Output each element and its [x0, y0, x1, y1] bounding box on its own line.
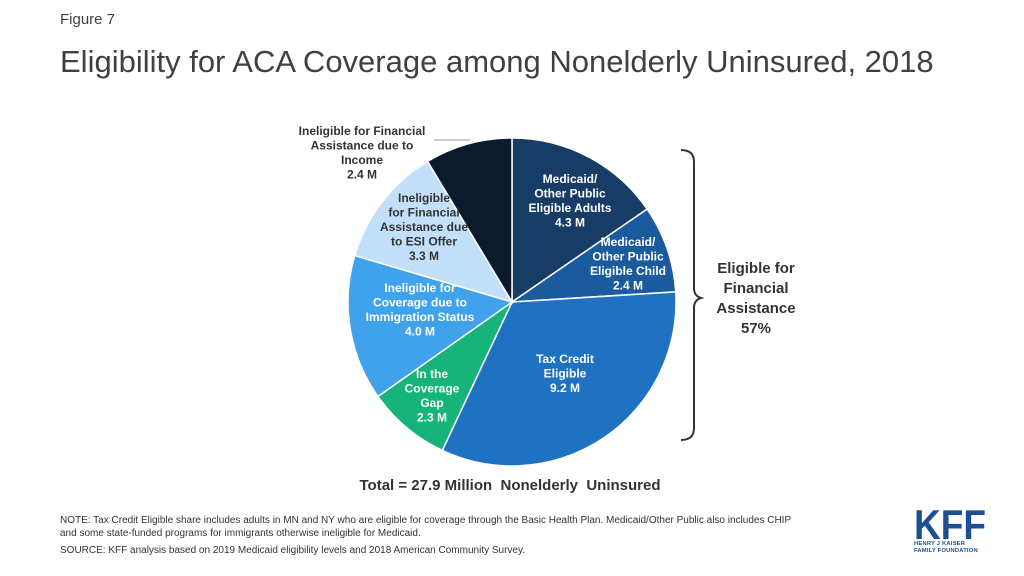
- pie-slice-1: [511, 137, 649, 304]
- logo-wordmark: KFF: [914, 507, 986, 541]
- slice-label-3: Tax Credit Eligible 9.2 M: [536, 352, 594, 395]
- pie-slice-7: [426, 137, 513, 305]
- kff-logo: KFF HENRY J KAISER FAMILY FOUNDATION: [914, 507, 994, 554]
- eligible-bracket: [680, 149, 705, 441]
- bracket-label: Eligible for Financial Assistance 57%: [716, 260, 795, 337]
- slice-label-4: In the Coverage Gap 2.3 M: [405, 367, 460, 425]
- footer-notes: NOTE: Tax Credit Eligible share includes…: [60, 514, 900, 557]
- total-label: Total = 27.9 Million Nonelderly Uninsure…: [359, 477, 660, 494]
- figure-label: Figure 7: [60, 11, 116, 28]
- pie-slice-3: [441, 291, 677, 467]
- logo-line-2: FAMILY FOUNDATION: [914, 547, 978, 554]
- note-text-line-1: NOTE: Tax Credit Eligible share includes…: [60, 515, 792, 526]
- slice-label-6: Ineligible for Financial Assistance due to …: [380, 191, 468, 263]
- pie-slice-2: [509, 208, 677, 303]
- slice-label-7: Ineligible for Financial Assistance due t…: [299, 124, 426, 182]
- pie-slice-6: [353, 160, 514, 304]
- page-title: Eligibility for ACA Coverage among Nonel…: [60, 44, 934, 79]
- slice-label-2: Medicaid/Other Public Eligible Child 2.4 M: [590, 235, 666, 293]
- note-text-line-2: and some state-funded programs for immig…: [60, 528, 421, 539]
- pie-slice-5: [347, 254, 514, 398]
- slice-label-1: Medicaid/Other Public Eligible Adults 4.3 …: [529, 172, 612, 230]
- logo-line-1: HENRY J KAISER: [914, 541, 966, 547]
- source-text: SOURCE: KFF analysis based on 2019 Medic…: [60, 545, 526, 556]
- slice-label-5: Ineligible for Coverage due to Immigration…: [366, 281, 475, 339]
